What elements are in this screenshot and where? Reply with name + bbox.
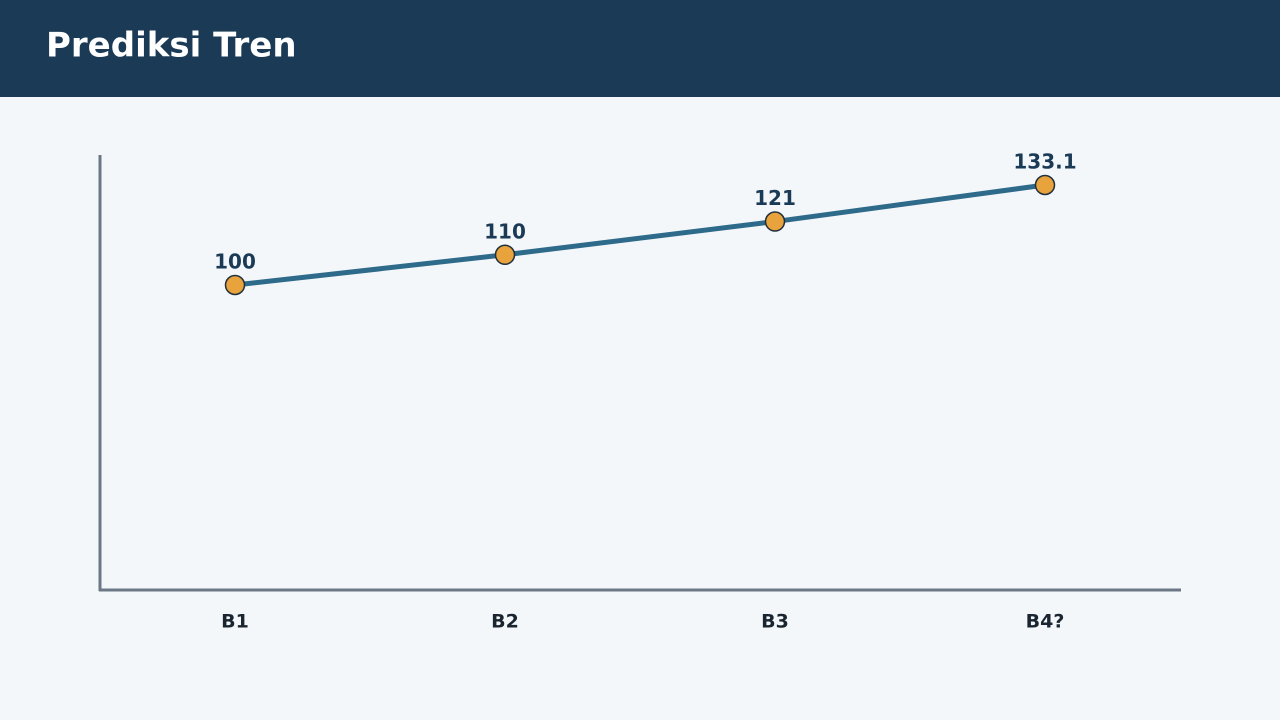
data-point <box>764 211 786 232</box>
value-label: 110 <box>484 219 526 243</box>
trend-line <box>232 182 1048 288</box>
header-bar <box>0 0 1280 97</box>
value-label: 100 <box>214 250 256 274</box>
x-tick-label: B4? <box>1026 611 1065 633</box>
x-tick-label: B1 <box>221 611 249 633</box>
data-point <box>494 244 516 266</box>
x-tick-label: B3 <box>761 611 789 633</box>
data-point <box>224 274 246 296</box>
data-point <box>1034 174 1056 196</box>
chart-title: Prediksi Tren <box>46 26 297 66</box>
value-label: 121 <box>754 186 796 210</box>
value-label: 133.1 <box>1013 150 1076 174</box>
x-tick-label: B2 <box>491 611 519 633</box>
